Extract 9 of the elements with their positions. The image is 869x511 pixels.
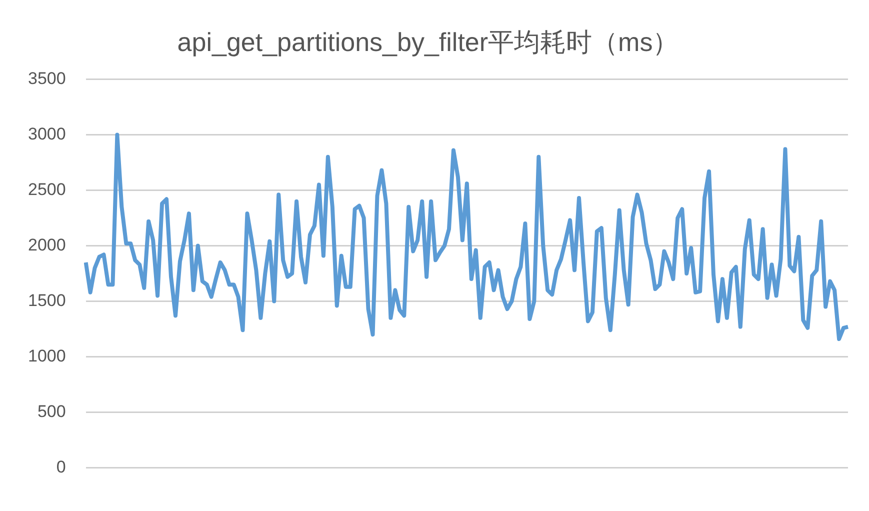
- y-tick-label: 1000: [28, 346, 66, 366]
- y-tick-label: 3000: [28, 124, 66, 144]
- chart-title: api_get_partitions_by_filter平均耗时（ms）: [177, 26, 679, 57]
- y-tick-label: 1500: [28, 290, 66, 310]
- y-tick-label: 2500: [28, 180, 66, 199]
- y-tick-label: 0: [56, 457, 66, 476]
- y-tick-label: 3500: [28, 68, 66, 88]
- y-tick-label: 500: [37, 402, 66, 421]
- y-tick-label: 2000: [28, 235, 66, 254]
